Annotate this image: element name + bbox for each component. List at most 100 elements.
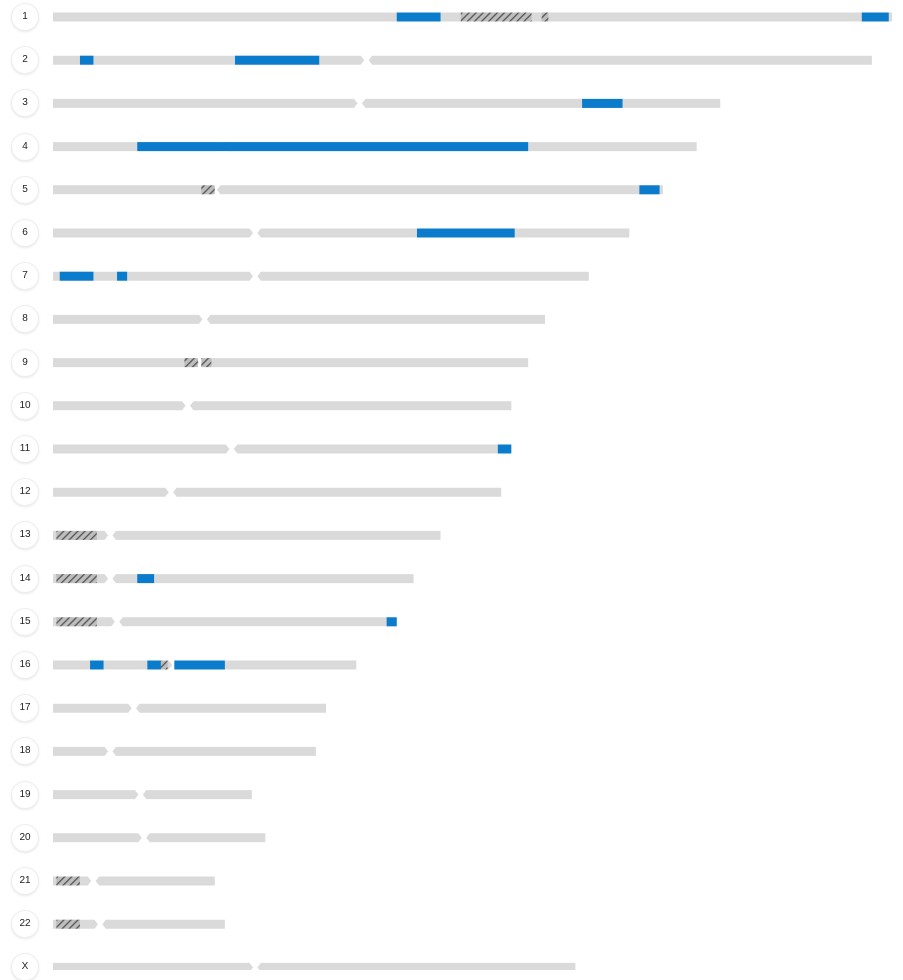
chromosome-10-q-arm bbox=[190, 401, 512, 411]
chromosome-18 bbox=[53, 746, 316, 756]
chromosome-16-highlight-1 bbox=[90, 660, 104, 670]
chromosome-label-9: 9 bbox=[12, 349, 38, 376]
chromosome-9 bbox=[53, 358, 529, 368]
chromosome-5-highlight-1 bbox=[639, 185, 660, 195]
chromosome-1-hatched-region-1 bbox=[460, 12, 532, 22]
chromosome-8 bbox=[53, 314, 546, 324]
chromosome-x-p-arm bbox=[53, 962, 253, 970]
chromosome-6-p-arm bbox=[53, 228, 253, 238]
chromosome-label-14: 14 bbox=[12, 565, 38, 592]
chromosome-label-18: 18 bbox=[12, 738, 38, 765]
chromosome-14-highlight-1 bbox=[137, 574, 155, 584]
chromosome-22-hatched-region-1 bbox=[56, 919, 80, 929]
chromosome-label-21: 21 bbox=[12, 868, 38, 894]
chromosome-1-p-arm bbox=[53, 12, 469, 22]
chromosome-x-q-arm bbox=[257, 962, 576, 970]
chromosome-5 bbox=[53, 185, 663, 195]
chromosome-4 bbox=[53, 142, 697, 152]
chromosome-label-6: 6 bbox=[12, 220, 38, 246]
chromosome-label-x: X bbox=[12, 954, 38, 980]
chromosome-label-8: 8 bbox=[12, 306, 38, 333]
chromosome-label-12: 12 bbox=[12, 479, 38, 506]
chromosome-16 bbox=[53, 660, 357, 670]
chromosome-1-hatched-region-2 bbox=[541, 12, 549, 22]
chromosome-7-p-arm bbox=[53, 271, 253, 281]
chromosome-1-highlight-1 bbox=[396, 12, 441, 22]
chromosome-11-p-arm bbox=[53, 444, 230, 454]
chromosome-17-q-arm bbox=[136, 703, 326, 713]
chromosome-18-p-arm bbox=[53, 746, 109, 756]
chromosome-label-20: 20 bbox=[12, 824, 38, 851]
chromosome-12 bbox=[53, 487, 502, 497]
chromosome-12-p-arm bbox=[53, 487, 169, 497]
chromosome-6 bbox=[53, 228, 630, 238]
chromosome-2-highlight-1 bbox=[79, 55, 94, 65]
chromosome-22-q-arm bbox=[102, 919, 225, 929]
chromosome-label-11: 11 bbox=[12, 436, 38, 462]
chromosome-3-highlight-1 bbox=[582, 98, 623, 108]
chromosome-label-15: 15 bbox=[12, 608, 38, 635]
chromosome-6-highlight-1 bbox=[416, 228, 515, 238]
chromosome-12-q-arm bbox=[173, 487, 502, 497]
chromosome-1-q-arm bbox=[473, 12, 893, 22]
chromosome-21-q-arm bbox=[95, 876, 215, 886]
chromosome-13-hatched-region-1 bbox=[56, 530, 97, 540]
chromosome-17-p-arm bbox=[53, 703, 132, 713]
chromosome-15-hatched-region-1 bbox=[56, 617, 97, 627]
chromosome-15-q-arm bbox=[119, 617, 397, 627]
chromosome-11 bbox=[53, 444, 512, 454]
chromosome-7-q-arm bbox=[257, 271, 589, 281]
chromosome-14-q-arm bbox=[112, 574, 414, 584]
chromosome-label-19: 19 bbox=[12, 781, 38, 808]
chromosome-2-highlight-2 bbox=[234, 55, 320, 65]
chromosome-9-q-arm bbox=[203, 358, 529, 368]
chromosome-19 bbox=[53, 790, 252, 800]
chromosome-15 bbox=[53, 617, 397, 627]
chromosome-5-q-arm bbox=[216, 185, 663, 195]
chromosome-8-p-arm bbox=[53, 314, 203, 324]
chromosome-14-hatched-region-1 bbox=[56, 574, 97, 584]
chromosome-19-q-arm bbox=[142, 790, 252, 800]
chromosome-3 bbox=[53, 98, 721, 108]
chromosome-label-13: 13 bbox=[12, 522, 38, 549]
chromosome-label-16: 16 bbox=[12, 652, 38, 678]
chromosome-5-p-arm bbox=[53, 185, 213, 195]
chromosome-17 bbox=[53, 703, 326, 713]
chromosome-label-5: 5 bbox=[12, 176, 38, 203]
chromosome-label-3: 3 bbox=[12, 90, 38, 117]
chromosome-11-highlight-1 bbox=[497, 444, 512, 454]
chromosome-label-4: 4 bbox=[12, 133, 38, 160]
chromosome-19-p-arm bbox=[53, 790, 139, 800]
chromosome-20-q-arm bbox=[146, 833, 266, 843]
chromosome-7-highlight-2 bbox=[117, 271, 128, 281]
chromosome-2 bbox=[53, 55, 872, 65]
chromosome-13 bbox=[53, 530, 441, 540]
chromosome-20-p-arm bbox=[53, 833, 142, 843]
chromosome-label-17: 17 bbox=[12, 695, 38, 722]
chromosome-16-highlight-3 bbox=[174, 660, 225, 670]
chromosome-18-q-arm bbox=[112, 746, 316, 756]
chromosome-label-7: 7 bbox=[12, 263, 38, 290]
chromosome-8-q-arm bbox=[206, 314, 546, 324]
chromosome-3-q-arm bbox=[361, 98, 721, 108]
chromosome-4-highlight-1 bbox=[137, 142, 529, 152]
chromosome-20 bbox=[53, 833, 266, 843]
chromosome-16-highlight-2 bbox=[147, 660, 161, 670]
chromosome-x bbox=[53, 962, 576, 970]
chromosome-label-22: 22 bbox=[12, 911, 38, 938]
chromosome-15-highlight-1 bbox=[386, 617, 397, 627]
chromosome-label-10: 10 bbox=[12, 392, 38, 419]
chromosome-9-hatched-region-1 bbox=[184, 358, 198, 368]
chromosome-7-highlight-1 bbox=[59, 271, 94, 281]
chromosome-7 bbox=[53, 271, 589, 281]
chromosome-22 bbox=[53, 919, 225, 929]
chromosome-9-p-arm bbox=[53, 358, 200, 368]
chromosome-1-highlight-2 bbox=[861, 12, 889, 22]
chromosome-11-q-arm bbox=[233, 444, 508, 454]
chromosome-10-p-arm bbox=[53, 401, 186, 411]
chromosome-21 bbox=[53, 876, 215, 886]
chromosome-2-q-arm bbox=[368, 55, 872, 65]
chromosome-label-2: 2 bbox=[12, 47, 38, 74]
